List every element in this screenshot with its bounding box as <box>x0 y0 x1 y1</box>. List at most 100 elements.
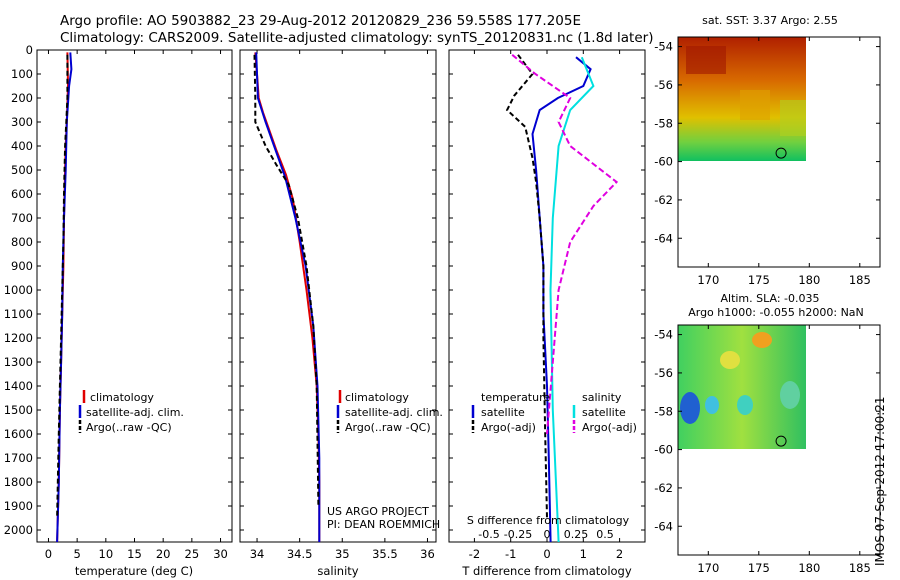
x-tick-label: 0 <box>45 547 52 561</box>
sst-cool-patch <box>780 100 806 136</box>
y-tick-label: 800 <box>11 235 33 249</box>
top-x-tick-label: 0.25 <box>564 528 589 541</box>
y-tick-label: 1800 <box>4 475 33 489</box>
y-tick-label: 500 <box>11 163 33 177</box>
x-tick-label: 0 <box>543 547 550 561</box>
map-y-tick-label: -56 <box>654 366 673 380</box>
legend-title-temperature: temperature <box>481 391 550 404</box>
map-y-tick-label: -62 <box>654 193 673 207</box>
map-y-tick-label: -56 <box>654 78 673 92</box>
map-x-tick-label: 180 <box>798 273 820 287</box>
map-x-tick-label: 175 <box>748 273 770 287</box>
series-line-s-argo-adj <box>511 54 619 435</box>
difference-top-xlabel: S difference from climatology <box>467 514 630 527</box>
series-line-argo-raw-qc <box>56 54 69 519</box>
map-y-tick-label: -64 <box>654 231 673 245</box>
y-tick-label: 900 <box>11 259 33 273</box>
y-tick-label: 200 <box>11 91 33 105</box>
temperature-panel: 0100200300400500600700800900100011001200… <box>4 43 233 578</box>
y-tick-label: 100 <box>11 67 33 81</box>
x-tick-label: -2 <box>469 547 480 561</box>
title-line-1: Argo profile: AO 5903882_23 29-Aug-2012 … <box>60 13 581 29</box>
map-x-tick-label: 170 <box>697 273 719 287</box>
series-line-satellite-adj-clim <box>56 52 73 543</box>
x-tick-label: -1 <box>505 547 516 561</box>
top-x-tick-label: -0.5 <box>478 528 499 541</box>
top-x-tick-label: 0.5 <box>596 528 614 541</box>
x-tick-label: 30 <box>213 547 228 561</box>
x-tick-label: 34.5 <box>287 547 313 561</box>
map-y-tick-label: -60 <box>654 155 673 169</box>
sla-low-anomaly-2 <box>705 396 719 414</box>
series-line-t-argo-adj <box>505 54 548 519</box>
salinity-legend: climatology satellite-adj. clim. Argo(..… <box>336 390 443 434</box>
y-tick-label: 1900 <box>4 499 33 513</box>
sla-map-subtitle: Argo h1000: -0.055 h2000: NaN <box>688 306 864 319</box>
salinity-panel: 34 34.5 35 35.5 36 salinity climatology sate… <box>239 49 443 578</box>
sla-low-anomaly <box>680 392 700 424</box>
x-tick-label: 36 <box>420 547 435 561</box>
sla-anomaly-4 <box>780 381 800 409</box>
temperature-legend: climatology satellite-adj. clim. Argo(..… <box>78 390 184 434</box>
sst-map-axes <box>677 36 881 268</box>
y-tick-label: 1300 <box>4 355 33 369</box>
x-tick-label: 1 <box>580 547 587 561</box>
map-y-tick-label: -54 <box>654 328 673 342</box>
y-tick-label: 400 <box>11 139 33 153</box>
argo-location-marker <box>775 435 787 447</box>
timestamp-side-label: IMOS 07-Sep-2012 17:00:21 <box>873 396 887 566</box>
salinity-xlabel: salinity <box>317 564 358 578</box>
title-line-2: Climatology: CARS2009. Satellite-adjuste… <box>60 30 653 46</box>
y-tick-label: 0 <box>26 43 33 57</box>
y-tick-label: 1500 <box>4 403 33 417</box>
legend-climatology: climatology <box>345 391 409 404</box>
y-tick-label: 1400 <box>4 379 33 393</box>
project-label: US ARGO PROJECT <box>327 505 429 518</box>
x-tick-label: 15 <box>127 547 142 561</box>
sla-map-title: Altim. SLA: -0.035 <box>720 292 819 305</box>
salinity-axes <box>239 49 437 543</box>
y-tick-label: 300 <box>11 115 33 129</box>
map-y-tick-label: -60 <box>654 443 673 457</box>
x-tick-label: 35.5 <box>372 547 398 561</box>
sst-mid-patch <box>740 90 770 120</box>
x-tick-label: 35 <box>335 547 350 561</box>
x-tick-label: 10 <box>99 547 114 561</box>
pi-label: PI: DEAN ROEMMICH <box>327 518 440 531</box>
legend-satellite: satellite-adj. clim. <box>345 406 443 419</box>
y-tick-label: 600 <box>11 187 33 201</box>
y-tick-label: 1100 <box>4 307 33 321</box>
legend-argo: Argo(..raw -QC) <box>345 421 431 434</box>
x-tick-label: 25 <box>185 547 200 561</box>
sla-low-anomaly-3 <box>737 395 753 415</box>
map-y-tick-label: -58 <box>654 404 673 418</box>
sla-high-anomaly-2 <box>720 351 740 369</box>
y-tick-label: 1200 <box>4 331 33 345</box>
map-y-tick-label: -62 <box>654 481 673 495</box>
difference-axes <box>448 49 646 543</box>
legend-t-satellite: satellite <box>481 406 525 419</box>
series-line-argo-raw-qc <box>253 54 320 507</box>
argo-location-marker <box>775 147 787 159</box>
legend-t-argo: Argo(-adj) <box>481 421 536 434</box>
difference-legend: temperature salinity satellite Argo(-adj… <box>471 391 637 434</box>
y-tick-label: 700 <box>11 211 33 225</box>
top-x-tick-label: 0 <box>544 528 551 541</box>
map-x-tick-label: 185 <box>849 273 871 287</box>
legend-title-salinity: salinity <box>582 391 622 404</box>
legend-s-argo: Argo(-adj) <box>582 421 637 434</box>
x-tick-label: 20 <box>156 547 171 561</box>
map-x-tick-label: 180 <box>798 561 820 575</box>
sla-map-axes <box>677 324 881 556</box>
legend-climatology: climatology <box>90 391 154 404</box>
legend-s-satellite: satellite <box>582 406 626 419</box>
y-tick-label: 2000 <box>4 523 33 537</box>
legend-argo: Argo(..raw -QC) <box>86 421 172 434</box>
sla-map-panel: Altim. SLA: -0.035 Argo h1000: -0.055 h2… <box>654 292 881 575</box>
y-tick-label: 1000 <box>4 283 33 297</box>
y-tick-label: 1700 <box>4 451 33 465</box>
sst-map-title: sat. SST: 3.37 Argo: 2.55 <box>702 14 838 27</box>
map-x-tick-label: 185 <box>849 561 871 575</box>
x-tick-label: 2 <box>616 547 623 561</box>
